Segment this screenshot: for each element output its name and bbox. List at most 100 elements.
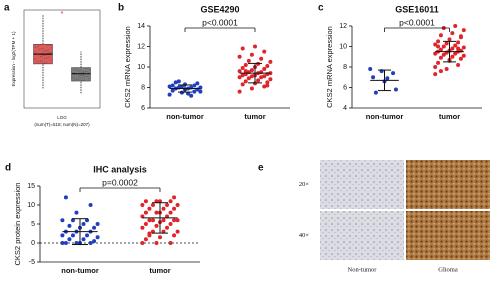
data-point xyxy=(147,218,152,223)
jitter-point xyxy=(41,55,43,57)
jitter-point xyxy=(77,70,79,72)
jitter-point xyxy=(86,67,88,69)
data-point xyxy=(265,83,270,88)
data-point xyxy=(256,78,261,83)
jitter-point xyxy=(72,69,74,71)
data-point xyxy=(175,218,180,223)
jitter-point xyxy=(80,80,82,82)
jitter-point xyxy=(47,57,49,59)
data-point xyxy=(165,225,170,230)
jitter-point xyxy=(39,56,41,58)
data-point xyxy=(268,77,273,82)
x-axis-label: LGG xyxy=(57,115,67,120)
jitter-point xyxy=(71,80,73,82)
jitter-point xyxy=(73,74,75,76)
jitter-point xyxy=(44,58,46,60)
annotation: p<0.0001 xyxy=(202,17,238,27)
data-point xyxy=(140,203,145,207)
jitter-point xyxy=(33,63,35,65)
data-point xyxy=(461,53,466,58)
data-point xyxy=(192,89,197,94)
data-point xyxy=(70,233,75,238)
y-tick-label: 14 xyxy=(137,23,145,30)
jitter-point xyxy=(37,53,39,55)
data-point xyxy=(433,65,438,69)
data-point xyxy=(154,199,159,204)
data-point xyxy=(154,241,159,245)
column-label: Non-tumor xyxy=(348,266,378,273)
data-point xyxy=(262,74,267,79)
data-point xyxy=(456,62,461,67)
y-tick-label: 4 xyxy=(343,105,347,112)
jitter-point xyxy=(46,45,48,47)
y-tick-label: 10 xyxy=(339,43,347,50)
data-point xyxy=(176,79,181,84)
jitter-point xyxy=(84,71,86,73)
jitter-point xyxy=(48,49,50,51)
data-point xyxy=(198,89,203,94)
y-tick-label: 10 xyxy=(137,64,145,71)
data-point xyxy=(74,241,79,245)
jitter-point xyxy=(46,49,48,51)
data-point xyxy=(262,67,267,72)
data-point xyxy=(249,68,254,73)
data-point xyxy=(88,241,93,245)
row-label: 40× xyxy=(299,232,310,239)
jitter-point xyxy=(74,79,76,81)
data-point xyxy=(436,60,441,65)
jitter-point xyxy=(44,62,46,64)
data-point xyxy=(243,62,248,67)
data-point xyxy=(456,40,461,45)
data-point xyxy=(63,195,68,200)
data-point xyxy=(192,83,197,88)
data-point xyxy=(438,47,443,52)
jitter-point xyxy=(45,54,47,56)
data-point xyxy=(140,214,145,219)
jitter-point xyxy=(38,45,40,47)
y-tick-label: 5 xyxy=(31,221,35,228)
data-point xyxy=(458,56,463,61)
data-point xyxy=(154,223,159,228)
data-point xyxy=(143,222,148,226)
data-point xyxy=(140,241,145,245)
y-tick-label: 8 xyxy=(343,64,347,71)
jitter-point xyxy=(33,58,35,60)
jitter-point xyxy=(40,48,42,50)
jitter-point xyxy=(35,58,37,60)
annotation: * xyxy=(61,11,64,18)
data-point xyxy=(179,90,184,95)
x-tick-label: tumor xyxy=(439,112,460,121)
data-point xyxy=(92,239,97,244)
data-point xyxy=(172,195,177,200)
x-tick-label: non-tumor xyxy=(61,266,99,275)
jitter-point xyxy=(83,76,85,78)
data-point xyxy=(268,59,273,64)
data-point xyxy=(450,46,455,51)
jitter-point xyxy=(35,54,37,56)
jitter-point xyxy=(36,61,38,63)
data-point xyxy=(240,66,245,71)
jitter-point xyxy=(36,46,38,48)
data-point xyxy=(70,218,75,223)
jitter-point xyxy=(39,60,41,62)
data-point xyxy=(433,51,438,56)
note: (num(T)=518; num(N)=207) xyxy=(34,122,90,127)
data-point xyxy=(436,39,441,44)
data-point xyxy=(95,222,100,226)
data-point xyxy=(161,229,166,234)
data-point xyxy=(158,199,162,204)
jitter-point xyxy=(43,55,45,57)
jitter-point xyxy=(42,47,44,49)
jitter-point xyxy=(41,59,43,61)
data-point xyxy=(170,88,175,93)
data-point xyxy=(172,233,177,238)
data-point xyxy=(165,203,170,207)
data-point xyxy=(444,41,449,46)
data-point xyxy=(67,237,72,242)
data-point xyxy=(81,222,86,226)
x-tick-label: tumor xyxy=(149,266,170,275)
jitter-point xyxy=(45,57,47,59)
data-point xyxy=(453,51,458,56)
data-point xyxy=(175,203,180,207)
jitter-point xyxy=(75,73,77,75)
